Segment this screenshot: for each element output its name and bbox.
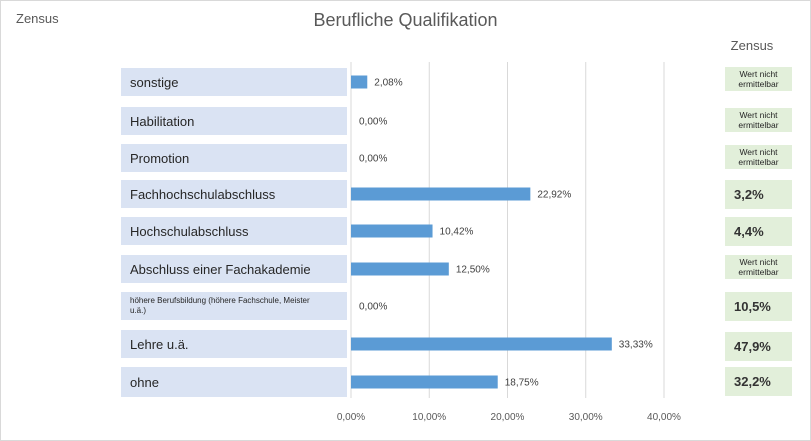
zensus-column-title: Zensus	[730, 38, 774, 53]
category-label: Hochschulabschluss	[121, 217, 347, 245]
category-label: Promotion	[121, 144, 347, 172]
category-label: höhere Berufsbildung (höhere Fachschule,…	[121, 292, 347, 320]
zensus-value: 32,2%	[725, 366, 792, 396]
category-label: Lehre u.ä.	[121, 330, 347, 358]
zensus-value: Wert nicht ermittelbar	[725, 255, 792, 279]
zensus-value: 47,9%	[725, 331, 792, 361]
category-label: Habilitation	[121, 107, 347, 135]
chart-title: Berufliche Qualifikation	[313, 10, 498, 30]
zensus-value: Wert nicht ermittelbar	[725, 67, 792, 91]
corner-label: Zensus	[16, 11, 59, 26]
zensus-value: Wert nicht ermittelbar	[725, 145, 792, 169]
category-label: Fachhochschulabschluss	[121, 180, 347, 208]
zensus-value: Wert nicht ermittelbar	[725, 108, 792, 132]
category-label: sonstige	[121, 68, 347, 96]
zensus-value: 3,2%	[725, 179, 792, 209]
category-label: Abschluss einer Fachakademie	[121, 255, 347, 283]
category-label: ohne	[121, 367, 347, 397]
zensus-value: 10,5%	[725, 291, 792, 321]
zensus-value: 4,4%	[725, 216, 792, 246]
